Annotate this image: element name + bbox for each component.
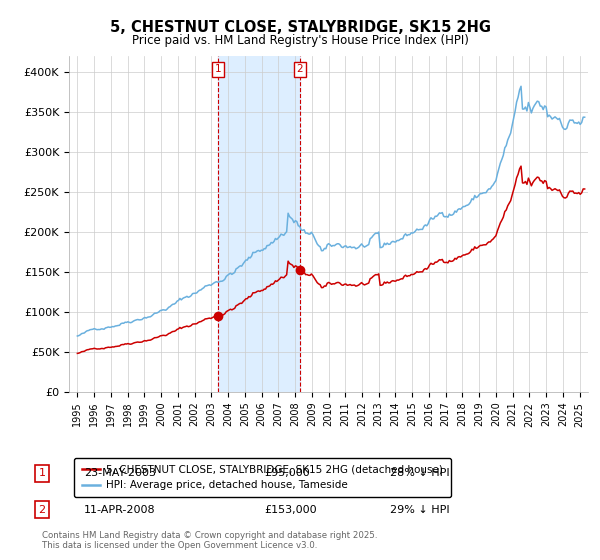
Text: 29% ↓ HPI: 29% ↓ HPI [390, 505, 449, 515]
Text: 1: 1 [38, 468, 46, 478]
Text: 28% ↓ HPI: 28% ↓ HPI [390, 468, 449, 478]
Text: 11-APR-2008: 11-APR-2008 [84, 505, 155, 515]
Text: £153,000: £153,000 [264, 505, 317, 515]
Text: 23-MAY-2003: 23-MAY-2003 [84, 468, 156, 478]
Bar [218, 56, 300, 392]
Text: 2: 2 [38, 505, 46, 515]
Text: Price paid vs. HM Land Registry's House Price Index (HPI): Price paid vs. HM Land Registry's House … [131, 34, 469, 46]
Text: 5, CHESTNUT CLOSE, STALYBRIDGE, SK15 2HG: 5, CHESTNUT CLOSE, STALYBRIDGE, SK15 2HG [110, 20, 491, 35]
Legend: 5, CHESTNUT CLOSE, STALYBRIDGE, SK15 2HG (detached house), HPI: Average price, d: 5, CHESTNUT CLOSE, STALYBRIDGE, SK15 2HG… [74, 458, 451, 497]
Text: £95,000: £95,000 [264, 468, 310, 478]
Text: Contains HM Land Registry data © Crown copyright and database right 2025.
This d: Contains HM Land Registry data © Crown c… [42, 530, 377, 550]
Text: 2: 2 [296, 64, 303, 74]
Text: 1: 1 [215, 64, 221, 74]
